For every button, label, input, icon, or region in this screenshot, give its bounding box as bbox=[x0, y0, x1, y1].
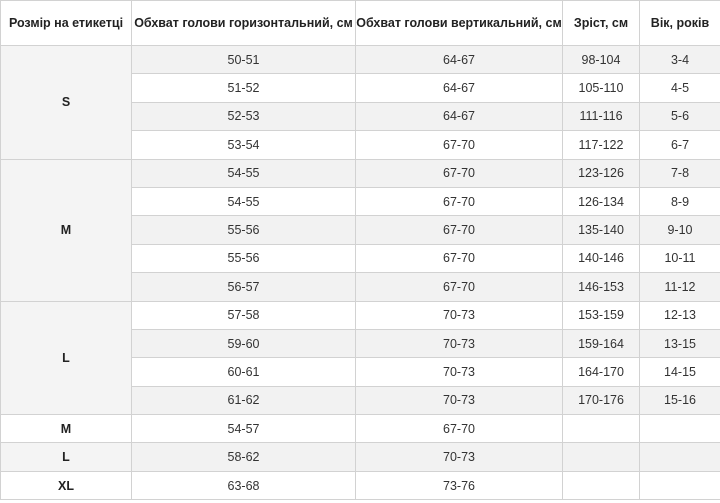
vertical-girth-cell: 67-70 bbox=[355, 414, 563, 444]
age-cell: 13-15 bbox=[639, 328, 720, 359]
age-cell: 9-10 bbox=[639, 215, 720, 245]
header-horizontal-girth: Обхват голови горизонтальний, см bbox=[131, 0, 356, 46]
age-cell bbox=[639, 414, 720, 444]
horizontal-girth-cell: 56-57 bbox=[131, 272, 356, 302]
vertical-girth-cell: 67-70 bbox=[355, 186, 563, 217]
age-cell bbox=[639, 442, 720, 472]
height-cell: 140-146 bbox=[562, 243, 640, 274]
height-cell bbox=[562, 470, 640, 501]
age-cell: 5-6 bbox=[639, 101, 720, 132]
size-label-cell: XL bbox=[0, 470, 132, 501]
vertical-girth-cell: 67-70 bbox=[355, 272, 563, 302]
size-label-cell: M bbox=[0, 414, 132, 444]
height-cell: 153-159 bbox=[562, 300, 640, 330]
table-row: 56-57 67-70 146-153 11-12 bbox=[1, 272, 720, 302]
horizontal-girth-cell: 53-54 bbox=[131, 130, 356, 160]
table-row: M 54-57 67-70 bbox=[0, 414, 720, 444]
height-cell bbox=[562, 414, 640, 444]
age-cell: 15-16 bbox=[639, 385, 720, 416]
horizontal-girth-cell: 52-53 bbox=[131, 101, 356, 132]
header-row: Розмір на етикетці Обхват голови горизон… bbox=[0, 0, 720, 46]
vertical-girth-cell: 64-67 bbox=[355, 44, 563, 75]
table-row: 51-52 64-67 105-110 4-5 bbox=[1, 73, 720, 103]
horizontal-girth-cell: 51-52 bbox=[131, 73, 356, 103]
vertical-girth-cell: 70-73 bbox=[355, 357, 563, 387]
vertical-girth-cell: 70-73 bbox=[355, 385, 563, 416]
table-row: 60-61 70-73 164-170 14-15 bbox=[1, 357, 720, 387]
height-cell: 164-170 bbox=[562, 357, 640, 387]
table-row: S 50-51 64-67 98-104 3-4 bbox=[0, 44, 720, 160]
height-cell: 98-104 bbox=[562, 44, 640, 75]
table-body: S 50-51 64-67 98-104 3-4 51-52 64-67 105-110 4-5… bbox=[0, 44, 720, 501]
table-row: M 54-55 67-70 123-126 7-8 bbox=[0, 158, 720, 302]
age-cell: 14-15 bbox=[639, 357, 720, 387]
horizontal-girth-cell: 57-58 bbox=[131, 300, 356, 330]
age-cell: 12-13 bbox=[639, 300, 720, 330]
vertical-girth-cell: 64-67 bbox=[355, 101, 563, 132]
horizontal-girth-cell: 54-57 bbox=[131, 414, 356, 444]
height-cell: 126-134 bbox=[562, 186, 640, 217]
table-row: L 58-62 70-73 bbox=[0, 442, 720, 472]
vertical-girth-cell: 73-76 bbox=[355, 470, 563, 501]
size-label-cell: M bbox=[0, 158, 132, 302]
header-size-label: Розмір на етикетці bbox=[0, 0, 132, 46]
age-cell: 7-8 bbox=[639, 158, 720, 188]
header-height: Зріст, см bbox=[562, 0, 640, 46]
vertical-girth-cell: 70-73 bbox=[355, 442, 563, 472]
age-cell bbox=[639, 470, 720, 501]
horizontal-girth-cell: 55-56 bbox=[131, 215, 356, 245]
table-row: 55-56 67-70 140-146 10-11 bbox=[1, 243, 720, 274]
age-cell: 11-12 bbox=[639, 272, 720, 302]
height-cell: 123-126 bbox=[562, 158, 640, 188]
horizontal-girth-cell: 55-56 bbox=[131, 243, 356, 274]
height-cell: 159-164 bbox=[562, 328, 640, 359]
height-cell: 146-153 bbox=[562, 272, 640, 302]
age-cell: 6-7 bbox=[639, 130, 720, 160]
table-row: 59-60 70-73 159-164 13-15 bbox=[1, 328, 720, 359]
vertical-girth-cell: 67-70 bbox=[355, 158, 563, 188]
vertical-girth-cell: 67-70 bbox=[355, 130, 563, 160]
vertical-girth-cell: 70-73 bbox=[355, 300, 563, 330]
vertical-girth-cell: 67-70 bbox=[355, 243, 563, 274]
table-row: 61-62 70-73 170-176 15-16 bbox=[1, 385, 720, 416]
vertical-girth-cell: 70-73 bbox=[355, 328, 563, 359]
age-cell: 10-11 bbox=[639, 243, 720, 274]
age-cell: 3-4 bbox=[639, 44, 720, 75]
size-label-cell: L bbox=[0, 442, 132, 472]
horizontal-girth-cell: 59-60 bbox=[131, 328, 356, 359]
size-label-cell: S bbox=[0, 45, 132, 160]
size-label-cell: L bbox=[0, 300, 132, 416]
table-row: 52-53 64-67 111-116 5-6 bbox=[1, 101, 720, 132]
table-row: XL 63-68 73-76 bbox=[0, 470, 720, 501]
table-header: Розмір на етикетці Обхват голови горизон… bbox=[0, 0, 720, 46]
horizontal-girth-cell: 61-62 bbox=[131, 385, 356, 416]
table-row: 53-54 67-70 117-122 6-7 bbox=[1, 130, 720, 160]
age-cell: 8-9 bbox=[639, 186, 720, 217]
header-age: Вік, років bbox=[639, 0, 720, 46]
age-cell: 4-5 bbox=[639, 73, 720, 103]
horizontal-girth-cell: 54-55 bbox=[131, 158, 356, 188]
horizontal-girth-cell: 63-68 bbox=[131, 470, 356, 501]
height-cell: 111-116 bbox=[562, 101, 640, 132]
vertical-girth-cell: 64-67 bbox=[355, 73, 563, 103]
vertical-girth-cell: 67-70 bbox=[355, 215, 563, 245]
horizontal-girth-cell: 58-62 bbox=[131, 442, 356, 472]
horizontal-girth-cell: 54-55 bbox=[131, 186, 356, 217]
height-cell: 105-110 bbox=[562, 73, 640, 103]
horizontal-girth-cell: 60-61 bbox=[131, 357, 356, 387]
height-cell: 170-176 bbox=[562, 385, 640, 416]
height-cell: 135-140 bbox=[562, 215, 640, 245]
height-cell bbox=[562, 442, 640, 472]
table-row: 54-55 67-70 126-134 8-9 bbox=[1, 186, 720, 217]
height-cell: 117-122 bbox=[562, 130, 640, 160]
table-row: L 57-58 70-73 153-159 12-13 bbox=[0, 300, 720, 416]
header-vertical-girth: Обхват голови вертикальний, см bbox=[355, 0, 563, 46]
horizontal-girth-cell: 50-51 bbox=[131, 44, 356, 75]
